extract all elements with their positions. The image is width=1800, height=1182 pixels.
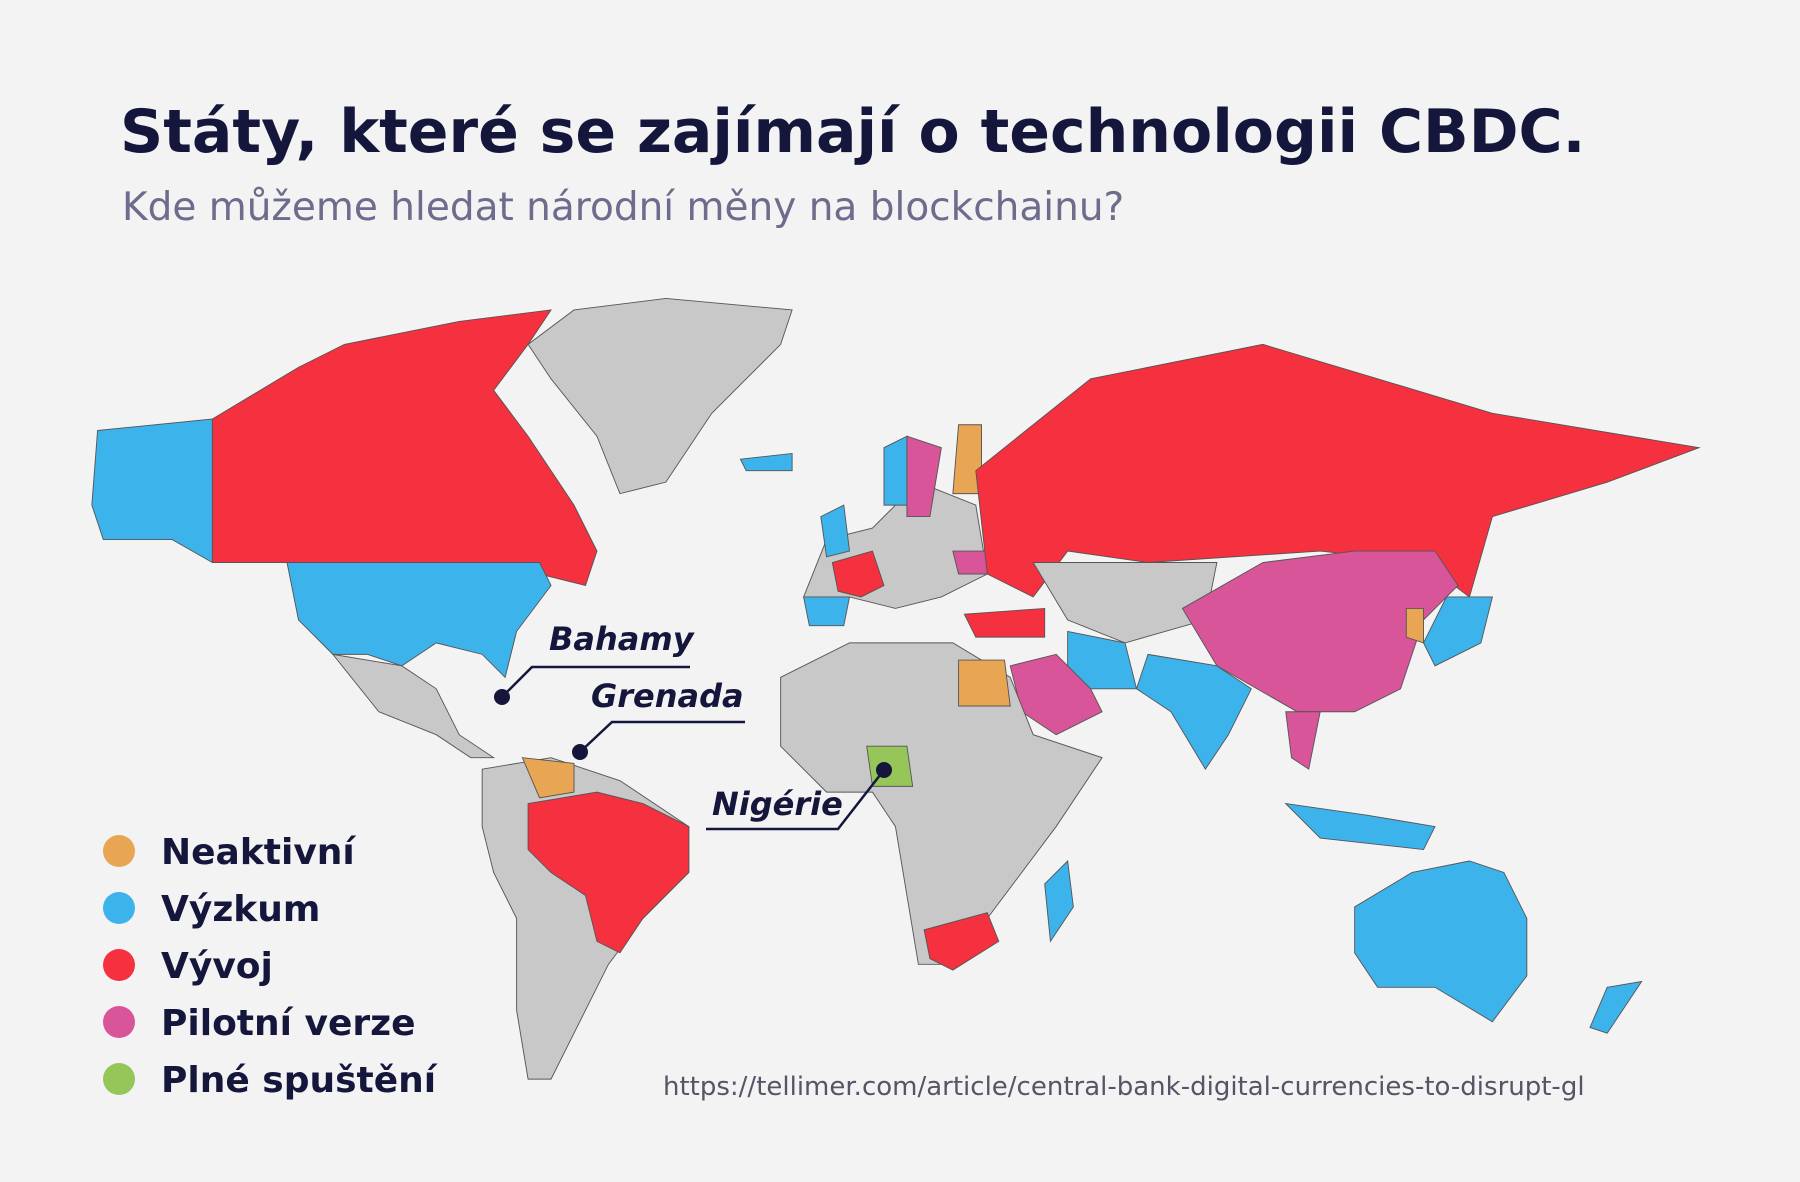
usa: [286, 562, 552, 679]
japan: [1423, 596, 1493, 667]
legend-swatch: [103, 835, 135, 867]
callout-line: [501, 665, 690, 698]
turkey: [963, 607, 1046, 638]
spain: [803, 596, 851, 627]
iceland: [739, 452, 793, 472]
new-zealand: [1589, 980, 1643, 1034]
callout-dot: [494, 689, 510, 705]
legend-swatch: [103, 949, 135, 981]
central-america: [331, 653, 496, 759]
india: [1135, 653, 1252, 771]
korea: [1405, 607, 1424, 644]
source: https://tellimer.com/article/central-ban…: [663, 1072, 1585, 1102]
greenland: [527, 298, 793, 495]
callout-dots: [494, 689, 892, 778]
annotation: Bahamy: [549, 620, 695, 658]
annotation: Nigérie: [712, 785, 843, 823]
uk: [820, 504, 851, 558]
title: Státy, které se zajímají o technologii C…: [120, 97, 1585, 167]
legend-label: Plné spuštění: [161, 1060, 438, 1101]
south-africa: [923, 912, 1000, 971]
legend-swatch: [103, 1063, 135, 1095]
australia: [1354, 860, 1528, 1023]
subtitle: Kde můžeme hledat národní měny na blockc…: [122, 185, 1124, 230]
madagascar: [1044, 860, 1074, 943]
callout-line: [706, 769, 885, 831]
legend: Neaktivní Výzkum Vývoj Pilotní verze Plné sp…: [103, 832, 438, 1101]
callout-line: [579, 720, 745, 753]
norway: [883, 435, 908, 506]
venezuela: [521, 757, 575, 799]
sweden: [906, 435, 942, 518]
brazil: [527, 791, 690, 954]
iran: [1067, 630, 1138, 690]
callout-dot: [572, 744, 588, 760]
thailand: [1285, 711, 1321, 770]
callout-lines: [501, 665, 885, 831]
world-map: [91, 298, 1701, 1080]
legend-swatch: [103, 892, 135, 924]
france: [831, 550, 885, 598]
legend-swatch: [103, 1006, 135, 1038]
legend-label: Výzkum: [161, 889, 320, 930]
indonesia: [1284, 802, 1436, 851]
egypt: [958, 659, 1011, 707]
legend-label: Pilotní verze: [161, 1003, 416, 1044]
callout-dot: [876, 762, 892, 778]
legend-label: Vývoj: [161, 946, 273, 987]
annotation: Grenada: [591, 677, 744, 715]
legend-label: Neaktivní: [161, 832, 356, 873]
